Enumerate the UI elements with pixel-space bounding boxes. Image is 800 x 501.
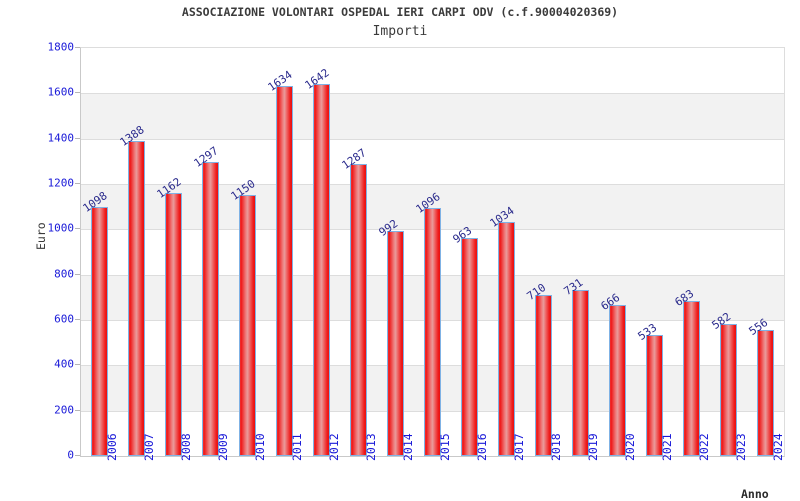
x-axis-title: Anno [741, 487, 769, 501]
bar[interactable] [165, 192, 182, 456]
x-axis-tick-label: 2024 [770, 433, 785, 461]
y-axis-tick-mark [75, 364, 80, 366]
y-axis-tick-mark [75, 183, 80, 184]
bar[interactable] [350, 164, 367, 456]
x-axis-tick-label: 2013 [363, 433, 378, 461]
chart-title: ASSOCIAZIONE VOLONTARI OSPEDAL IERI CARP… [181, 5, 619, 19]
background-band [81, 93, 784, 139]
x-axis-tick-label: 2018 [548, 433, 563, 461]
bar[interactable] [572, 290, 589, 456]
y-axis-tick-label: 1800 [47, 40, 75, 54]
x-axis-tick-label: 2021 [659, 433, 674, 461]
y-axis-tick-mark [75, 319, 80, 320]
y-axis-tick-mark [75, 455, 80, 456]
plot-area: 1098 1388 1162 1297 1150 1634 1642 1287 992 1096 9… [80, 47, 785, 457]
y-axis-tick-label: 1600 [47, 85, 75, 99]
x-axis-tick-label: 2008 [178, 433, 193, 461]
bar[interactable] [276, 85, 293, 456]
bar[interactable] [387, 231, 404, 456]
y-axis-tick-mark [75, 228, 80, 230]
y-axis-tick-label: 200 [54, 403, 74, 417]
y-axis-tick-label: 0 [67, 448, 74, 462]
y-axis-tick-label: 1000 [47, 221, 75, 235]
x-axis-tick-label: 2014 [400, 433, 415, 461]
y-axis-tick-mark [75, 47, 80, 48]
bar[interactable] [202, 162, 219, 456]
bar[interactable] [313, 83, 330, 456]
bar[interactable] [461, 237, 478, 456]
y-axis-tick-label: 600 [54, 312, 74, 326]
y-axis-tick-mark [75, 137, 80, 139]
x-axis-tick-label: 2009 [215, 433, 230, 461]
y-axis-tick-label: 1400 [47, 131, 75, 145]
y-axis-tick-label: 800 [54, 267, 74, 281]
chart-subtitle: Importi [372, 24, 428, 39]
gridline [81, 93, 784, 95]
bar[interactable] [239, 195, 256, 456]
x-axis-tick-label: 2019 [585, 433, 600, 461]
bar[interactable] [535, 295, 552, 456]
y-axis-tick-mark [75, 409, 80, 411]
x-axis-tick-label: 2007 [141, 433, 156, 461]
y-axis-tick-mark [75, 92, 80, 94]
x-axis-tick-label: 2017 [511, 433, 526, 461]
x-axis-tick-label: 2023 [733, 433, 748, 461]
bar[interactable] [609, 305, 626, 456]
bar[interactable] [720, 324, 737, 456]
y-axis-tick-label: 1200 [47, 176, 75, 190]
y-axis-tick-label: 400 [54, 357, 74, 371]
bar[interactable] [128, 141, 145, 456]
bar[interactable] [646, 335, 663, 456]
bar[interactable] [683, 301, 700, 456]
bar[interactable] [498, 221, 515, 456]
gridline [81, 138, 784, 140]
x-axis-tick-label: 2012 [326, 433, 341, 461]
x-axis-tick-label: 2016 [474, 433, 489, 461]
gridline [81, 184, 784, 185]
bar[interactable] [424, 207, 441, 456]
x-axis-tick-label: 2010 [252, 433, 267, 461]
x-axis-tick-label: 2015 [437, 433, 452, 461]
x-axis-tick-label: 2006 [104, 433, 119, 461]
x-axis-tick-label: 2020 [622, 433, 637, 461]
y-axis-tick-mark [75, 273, 80, 275]
x-axis-tick-label: 2022 [696, 433, 711, 461]
x-axis-tick-label: 2011 [289, 433, 304, 461]
bar[interactable] [91, 207, 108, 456]
bar[interactable] [757, 329, 774, 456]
